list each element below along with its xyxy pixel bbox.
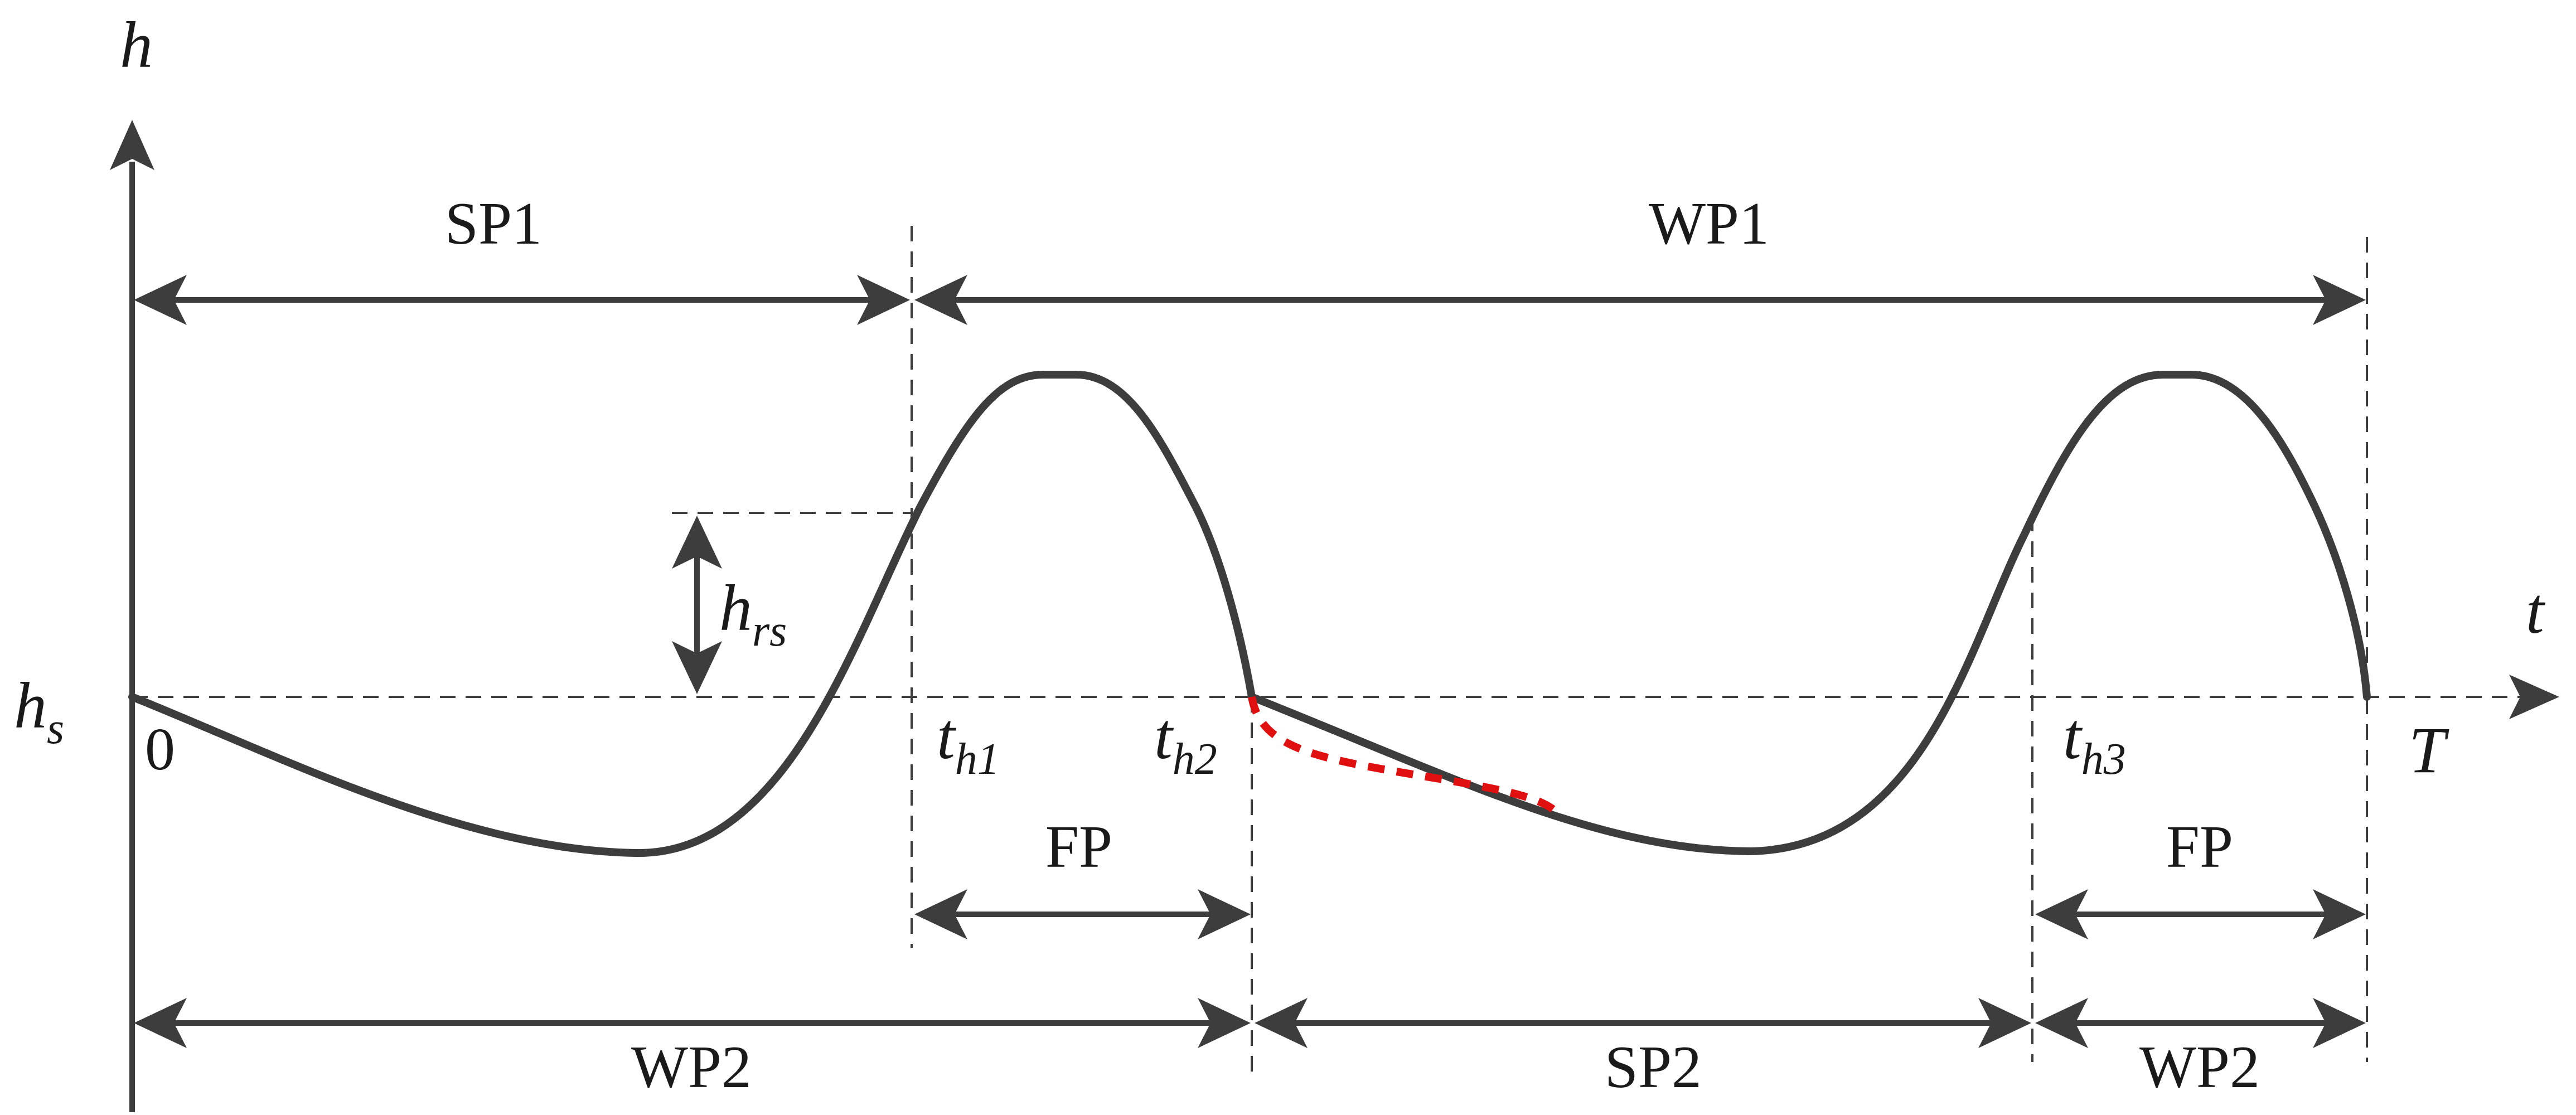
time-marker-th1-sub: h1 <box>955 735 1000 784</box>
span-wp1-right-arrow-icon <box>2313 275 2366 325</box>
reference-level-label: hs <box>14 669 64 753</box>
time-marker-th1: th1 <box>937 700 1000 784</box>
period-label-fp1: FP <box>1045 814 1112 880</box>
span-fp1-right-arrow-icon <box>1198 889 1251 939</box>
origin-label: 0 <box>145 716 175 783</box>
amplitude-label-sub: rs <box>752 607 787 656</box>
period-label-fp2: FP <box>2166 814 2233 880</box>
span-fp1-left-arrow-icon <box>914 889 967 939</box>
amplitude-label: hrs <box>719 571 787 656</box>
time-marker-th2-main: t <box>1154 700 1174 773</box>
span-sp2-right-arrow-icon <box>1978 998 2031 1048</box>
hrs-arrow-up-icon <box>672 516 722 569</box>
span-fp2-left-arrow-icon <box>2035 889 2088 939</box>
span-wp2a-left-arrow-icon <box>134 998 187 1048</box>
time-marker-th2: th2 <box>1154 700 1217 784</box>
reference-level-label-sub: s <box>47 704 64 753</box>
hrs-arrow-down-icon <box>672 641 722 694</box>
x-axis-label: t <box>2526 574 2546 647</box>
reference-level-label-main: h <box>14 669 47 742</box>
span-wp2b-left-arrow-icon <box>2035 998 2088 1048</box>
period-label-sp1: SP1 <box>445 191 542 257</box>
span-sp2-left-arrow-icon <box>1255 998 1308 1048</box>
y-axis-label: h <box>120 8 153 81</box>
span-sp1-right-arrow-icon <box>857 275 910 325</box>
span-sp1-left-arrow-icon <box>134 275 187 325</box>
x-axis-arrow-icon <box>2509 675 2559 719</box>
time-marker-th3: th3 <box>2063 700 2126 784</box>
period-label-wp1: WP1 <box>1649 191 1769 257</box>
span-wp2a-right-arrow-icon <box>1198 998 1251 1048</box>
amplitude-label-main: h <box>719 571 752 644</box>
time-marker-th2-sub: h2 <box>1173 735 1217 784</box>
period-label-sp2: SP2 <box>1605 1034 1702 1101</box>
time-marker-th1-main: t <box>937 700 957 773</box>
span-wp1-left-arrow-icon <box>914 275 967 325</box>
time-marker-th3-main: t <box>2063 700 2083 773</box>
end-label: T <box>2409 714 2449 787</box>
time-marker-th3-sub: h3 <box>2081 735 2126 784</box>
period-label-wp2-a: WP2 <box>631 1034 752 1101</box>
alternate-path-curve <box>1248 696 1558 815</box>
span-wp2b-right-arrow-icon <box>2313 998 2366 1048</box>
y-axis-arrow-icon <box>110 120 154 170</box>
span-fp2-right-arrow-icon <box>2313 889 2366 939</box>
period-label-wp2-b: WP2 <box>2139 1034 2260 1101</box>
